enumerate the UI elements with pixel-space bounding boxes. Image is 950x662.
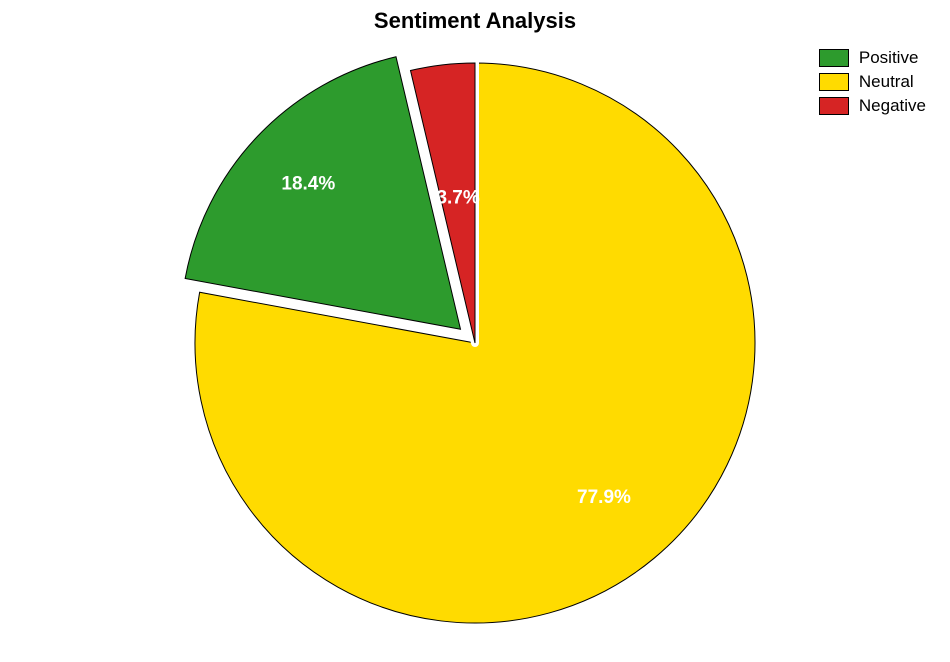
- legend-label-negative: Negative: [859, 96, 926, 116]
- pie-svg: 77.9% 18.4% 3.7%: [0, 0, 950, 662]
- legend-item-positive: Positive: [819, 48, 926, 68]
- pie-slice-label-positive: 18.4%: [281, 174, 335, 195]
- legend-item-negative: Negative: [819, 96, 926, 116]
- legend: Positive Neutral Negative: [819, 48, 926, 120]
- legend-swatch-neutral: [819, 73, 849, 91]
- pie-slice-label-negative: 3.7%: [436, 187, 479, 208]
- sentiment-pie-chart: Sentiment Analysis 77.9%18.4%3.7% Positi…: [0, 0, 950, 662]
- pie-slice-label-neutral: 77.9%: [577, 487, 631, 508]
- legend-label-positive: Positive: [859, 48, 919, 68]
- legend-item-neutral: Neutral: [819, 72, 926, 92]
- legend-label-neutral: Neutral: [859, 72, 914, 92]
- legend-swatch-positive: [819, 49, 849, 67]
- legend-swatch-negative: [819, 97, 849, 115]
